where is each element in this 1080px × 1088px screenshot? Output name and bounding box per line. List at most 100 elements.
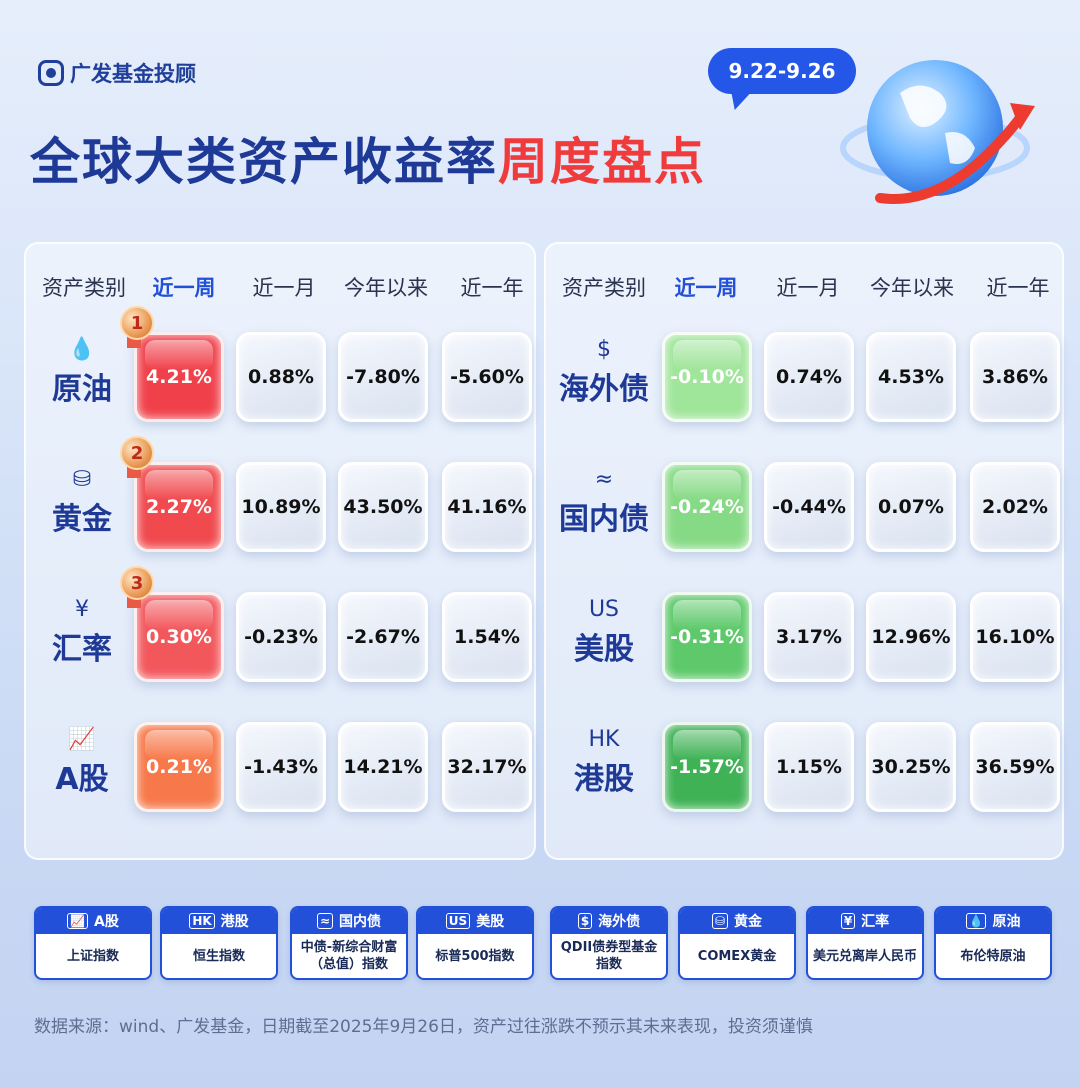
return-tile: 32.17% bbox=[442, 722, 532, 812]
legend-card: ¥ 汇率美元兑离岸人民币 bbox=[806, 906, 924, 980]
asset-name: 原油 bbox=[52, 372, 112, 407]
title-main: 全球大类资产收益率 bbox=[30, 133, 498, 191]
chart-up-icon: 📈 bbox=[68, 727, 96, 752]
week-return-tile: -0.10% bbox=[662, 332, 752, 422]
asset-label: 💧 原油 bbox=[52, 336, 112, 408]
return-tile: 43.50% bbox=[338, 462, 428, 552]
return-tile: -1.43% bbox=[236, 722, 326, 812]
legend-header: ≈ 国内债 bbox=[292, 908, 406, 934]
week-return-tile: 0.30% bbox=[134, 592, 224, 682]
dollar-note-icon: $ bbox=[597, 337, 611, 362]
legend-index-name: 标普500指数 bbox=[435, 948, 515, 964]
droplet-icon: 💧 bbox=[965, 913, 987, 929]
legend-index-name: QDII债券型基金指数 bbox=[560, 940, 658, 972]
rank-medal-icon: 2 bbox=[120, 436, 154, 470]
chart-card-icon: ≈ bbox=[594, 467, 614, 492]
legend-header: $ 海外债 bbox=[552, 908, 666, 934]
return-tile: 0.74% bbox=[764, 332, 854, 422]
legend-tag: 美股 bbox=[476, 914, 505, 930]
asset-label: $ 海外债 bbox=[559, 336, 649, 408]
legend-index-name: 中债-新综合财富（总值）指数 bbox=[300, 940, 398, 972]
return-value: 30.25% bbox=[871, 756, 951, 778]
legend-index-name: 恒生指数 bbox=[192, 948, 245, 964]
data-source-note: 数据来源：wind、广发基金，日期截至2025年9月26日，资产过往涨跌不预示其… bbox=[34, 1017, 813, 1037]
asset-label: ¥ 汇率 bbox=[52, 596, 112, 668]
return-tile: 2.02% bbox=[970, 462, 1060, 552]
asset-name: 汇率 bbox=[52, 632, 112, 667]
return-tile: 1.54% bbox=[442, 592, 532, 682]
return-value: 2.02% bbox=[982, 496, 1048, 518]
return-value: 2.27% bbox=[146, 496, 212, 518]
hk-icon: HK bbox=[588, 727, 620, 752]
header-week: 近一周 bbox=[674, 276, 738, 300]
asset-name: 海外债 bbox=[559, 372, 649, 407]
asset-label: US 美股 bbox=[574, 596, 634, 668]
return-value: 41.16% bbox=[447, 496, 527, 518]
return-value: -0.24% bbox=[670, 496, 744, 518]
brand-mark-icon bbox=[38, 60, 64, 86]
globe-icon bbox=[840, 60, 1035, 204]
gold-bar-icon: ⛁ bbox=[711, 913, 729, 929]
legend-card: $ 海外债 QDII债券型基金指数 bbox=[550, 906, 668, 980]
rank-medal-icon: 3 bbox=[120, 566, 154, 600]
yen-icon: ¥ bbox=[840, 913, 856, 929]
return-value: 16.10% bbox=[975, 626, 1055, 648]
return-value: -1.43% bbox=[244, 756, 318, 778]
week-return-tile: -0.31% bbox=[662, 592, 752, 682]
week-return-tile: 4.21% bbox=[134, 332, 224, 422]
return-value: 1.15% bbox=[776, 756, 842, 778]
right-asset-panel: 资产类别 近一周 近一月 今年以来 近一年 $ 海外债 -0.10% 0.74% 4.5… bbox=[544, 242, 1064, 860]
return-value: -1.57% bbox=[670, 756, 744, 778]
return-tile: 0.07% bbox=[866, 462, 956, 552]
asset-name: A股 bbox=[55, 762, 109, 797]
legend-card: 📈 A股上证指数 bbox=[34, 906, 152, 980]
return-tile: 10.89% bbox=[236, 462, 326, 552]
return-tile: 41.16% bbox=[442, 462, 532, 552]
return-tile: 4.53% bbox=[866, 332, 956, 422]
legend-header: ⛁ 黄金 bbox=[680, 908, 794, 934]
return-tile: -2.67% bbox=[338, 592, 428, 682]
return-value: 10.89% bbox=[241, 496, 321, 518]
return-tile: 36.59% bbox=[970, 722, 1060, 812]
header-year: 近一年 bbox=[460, 276, 524, 300]
legend-tag: 汇率 bbox=[861, 914, 890, 930]
return-value: 0.21% bbox=[146, 756, 212, 778]
header-week: 近一周 bbox=[152, 276, 216, 300]
return-tile: 14.21% bbox=[338, 722, 428, 812]
legend-tag: 黄金 bbox=[734, 914, 763, 930]
asset-label: 📈 A股 bbox=[55, 726, 108, 798]
legend-header: HK 港股 bbox=[162, 908, 276, 934]
page-title: 全球大类资产收益率周度盘点 bbox=[30, 122, 706, 194]
return-value: 0.07% bbox=[878, 496, 944, 518]
return-value: -0.31% bbox=[670, 626, 744, 648]
title-highlight: 周度盘点 bbox=[498, 133, 706, 191]
legend-header: 📈 A股 bbox=[36, 908, 150, 934]
return-tile: 16.10% bbox=[970, 592, 1060, 682]
legend-header: ¥ 汇率 bbox=[808, 908, 922, 934]
droplet-icon: 💧 bbox=[68, 337, 96, 362]
left-asset-panel: 资产类别 近一周 近一月 今年以来 近一年 💧 原油 4.21% 0.88% -7.80… bbox=[24, 242, 536, 860]
return-value: -0.10% bbox=[670, 366, 744, 388]
asset-label: ≈ 国内债 bbox=[559, 466, 649, 538]
legend-tag: A股 bbox=[94, 914, 119, 930]
return-tile: -7.80% bbox=[338, 332, 428, 422]
brand-logo: 广发基金投顾 bbox=[38, 58, 196, 88]
legend-tag: 原油 bbox=[992, 914, 1021, 930]
yen-icon: ¥ bbox=[75, 597, 89, 622]
return-tile: -0.23% bbox=[236, 592, 326, 682]
legend-index-name: 上证指数 bbox=[66, 948, 119, 964]
return-value: 32.17% bbox=[447, 756, 527, 778]
return-tile: -5.60% bbox=[442, 332, 532, 422]
chart-up-icon: 📈 bbox=[67, 913, 89, 929]
return-value: 0.30% bbox=[146, 626, 212, 648]
asset-name: 国内债 bbox=[559, 502, 649, 537]
week-return-tile: -1.57% bbox=[662, 722, 752, 812]
asset-name: 港股 bbox=[574, 762, 634, 797]
legend-index-name: COMEX黄金 bbox=[697, 948, 777, 964]
legend-index-name: 美元兑离岸人民币 bbox=[812, 948, 917, 964]
asset-label: ⛁ 黄金 bbox=[52, 466, 112, 538]
return-value: -5.60% bbox=[450, 366, 524, 388]
legend-header: US 美股 bbox=[418, 908, 532, 934]
return-value: 43.50% bbox=[343, 496, 423, 518]
header-ytd: 今年以来 bbox=[344, 276, 428, 300]
